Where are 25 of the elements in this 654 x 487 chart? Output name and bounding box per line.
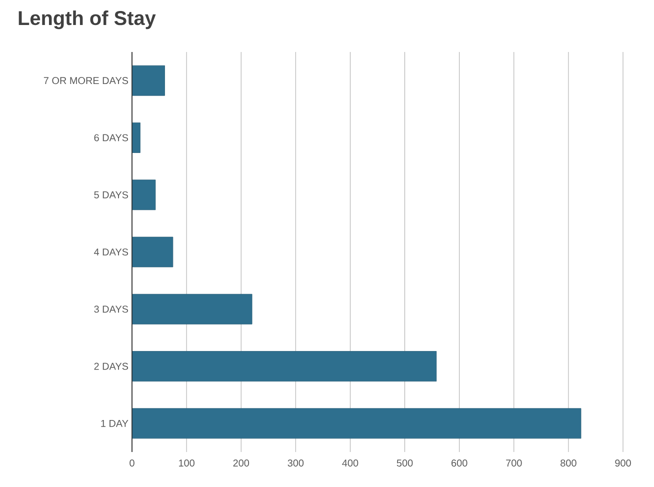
y-tick-label: 2 DAYS (94, 362, 128, 370)
x-tick-label: 0 (130, 460, 134, 467)
bar (132, 65, 165, 96)
bar (132, 236, 174, 268)
bar (132, 294, 252, 324)
x-tick-label: 600 (452, 460, 468, 467)
x-tick-label: 800 (560, 460, 576, 467)
bar (132, 122, 140, 153)
y-tick-label: 5 DAYS (94, 191, 128, 198)
y-tick-label: 7 OR MORE DAYS (44, 77, 128, 84)
bar (132, 408, 582, 439)
x-tick-label: 700 (506, 460, 522, 467)
y-tick-label: 4 DAYS (94, 248, 128, 256)
x-tick-label: 900 (615, 460, 631, 467)
bar (132, 351, 437, 382)
y-tick-label: 6 DAYS (94, 134, 128, 142)
x-tick-label: 300 (288, 460, 304, 467)
y-tick-label: 1 DAY (101, 420, 128, 427)
y-tick-label: 3 DAYS (94, 306, 128, 313)
chart-title: Length of Stay (18, 10, 156, 30)
x-tick-label: 500 (396, 460, 413, 467)
x-tick-label: 400 (342, 460, 358, 467)
x-tick-label: 100 (179, 460, 194, 467)
bar (132, 180, 156, 210)
x-tick-label: 200 (233, 460, 250, 467)
